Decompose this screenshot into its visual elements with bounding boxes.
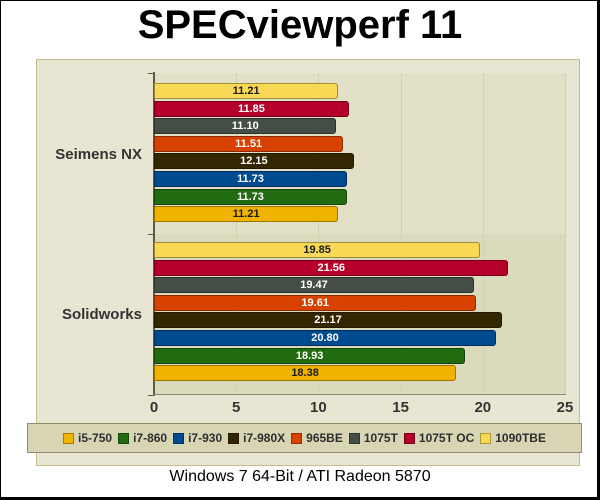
x-tick-label: 25 [556, 399, 574, 416]
bar-1090tbe: 11.21 [154, 83, 339, 99]
gridline [565, 73, 566, 395]
y-tick [148, 395, 154, 396]
x-tick-label: 15 [392, 399, 409, 416]
y-tick [148, 73, 154, 74]
legend-label: 1075T [363, 431, 398, 445]
chart-title: SPECviewperf 11 [137, 3, 463, 47]
bar-965be: 19.61 [154, 294, 477, 311]
chart-subtitle: Windows 7 64-Bit / ATI Radeon 5870 [169, 468, 431, 485]
legend-swatch [291, 432, 303, 444]
gridline [236, 73, 238, 395]
legend-swatch [63, 432, 75, 444]
x-axis [153, 394, 566, 395]
legend-swatch [173, 432, 185, 444]
legend-swatch [228, 432, 240, 444]
x-tick-label: 10 [310, 399, 327, 416]
legend-swatch [480, 432, 492, 444]
legend-swatch [403, 432, 415, 444]
bar-i7-980x: 21.17 [154, 312, 503, 329]
bar-1075t: 11.10 [154, 118, 337, 135]
gridline [318, 73, 320, 395]
legend-label: 965BE [306, 431, 343, 445]
bar-i7-930: 20.80 [154, 330, 496, 346]
bar-i7-980x: 12.15 [154, 153, 354, 170]
legend-label: i7-860 [133, 431, 168, 445]
x-tick-label: 0 [149, 399, 159, 416]
y-tick [148, 234, 154, 235]
legend-label: 1090TBE [495, 431, 546, 445]
bar-1075t: 19.47 [154, 277, 475, 294]
legend-item: i7-980X [228, 431, 285, 445]
legend-item: 1090TBE [480, 431, 546, 445]
legend: i5-750 i7-860 i7-930 i7-980X 965BE 1075T 1075T… [27, 423, 582, 453]
bar-i5-750: 18.38 [154, 365, 457, 382]
legend-item: 1075T [348, 431, 398, 445]
x-tick-label: 5 [232, 399, 241, 416]
gridline [400, 73, 402, 395]
bar-i7-860: 11.73 [154, 188, 347, 205]
legend-swatch [118, 432, 130, 444]
legend-label: 1075T OC [418, 431, 475, 445]
legend-label: i5-750 [78, 431, 113, 445]
legend-label: i7-980X [243, 431, 286, 445]
bar-1090tbe: 19.85 [154, 242, 481, 258]
gridline [482, 73, 484, 395]
legend-item: i5-750 [63, 431, 112, 445]
legend-label: i7-930 [188, 431, 223, 445]
bar-i7-930: 11.73 [154, 171, 347, 187]
legend-item: 1075T OC [403, 431, 475, 445]
legend-swatch [348, 432, 360, 444]
bar-1075t-oc: 11.85 [154, 100, 349, 117]
bar-965be: 11.51 [154, 135, 344, 152]
bar-i5-750: 11.21 [154, 206, 339, 223]
legend-item: 965BE [291, 431, 343, 445]
category-label: Seimens NX [55, 146, 142, 163]
legend-item: i7-930 [173, 431, 222, 445]
y-axis [153, 72, 155, 396]
bar-1075t-oc: 21.56 [154, 259, 509, 276]
bar-i7-860: 18.93 [154, 347, 466, 364]
legend-item: i7-860 [118, 431, 167, 445]
category-label: Solidworks [61, 306, 142, 323]
x-tick-label: 20 [474, 399, 492, 416]
